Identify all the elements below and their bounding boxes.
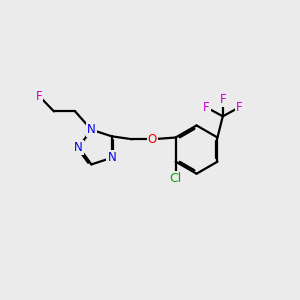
Text: F: F (36, 90, 43, 103)
Text: N: N (107, 151, 116, 164)
Text: Cl: Cl (169, 172, 182, 185)
Text: F: F (236, 101, 242, 114)
Text: F: F (220, 93, 226, 106)
Text: O: O (148, 133, 157, 146)
Text: N: N (74, 141, 83, 154)
Text: N: N (87, 123, 96, 136)
Text: F: F (203, 101, 210, 114)
